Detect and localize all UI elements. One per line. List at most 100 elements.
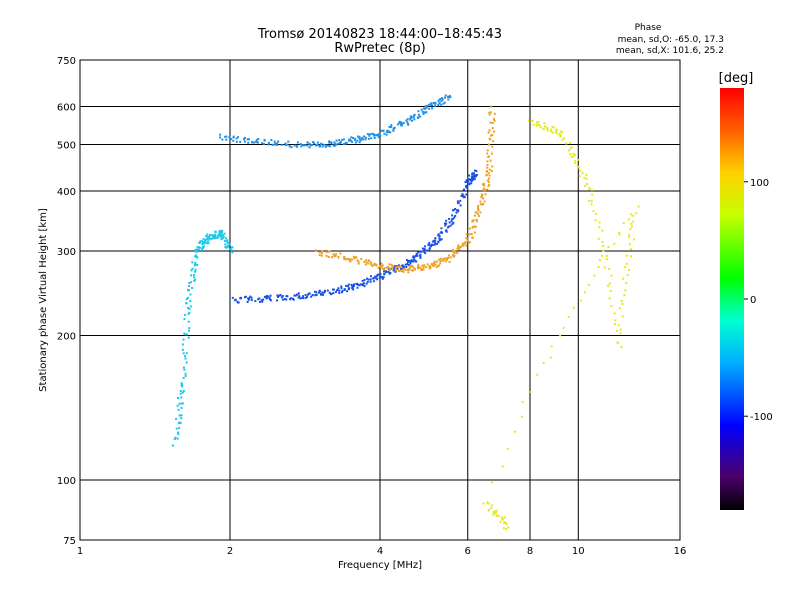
data-point	[177, 396, 180, 399]
data-point	[256, 141, 259, 144]
data-point	[461, 242, 464, 245]
data-point	[412, 116, 415, 119]
data-point	[382, 267, 385, 270]
data-point	[404, 268, 407, 271]
data-point	[381, 264, 384, 267]
data-point	[419, 255, 422, 258]
data-point	[334, 253, 337, 256]
data-point	[396, 123, 399, 126]
data-point	[406, 268, 409, 271]
data-point	[411, 119, 414, 122]
data-point	[343, 257, 346, 260]
data-point	[432, 264, 435, 267]
data-point	[451, 214, 454, 217]
y-tick-label: 100	[57, 476, 76, 487]
data-point	[453, 254, 456, 257]
data-point	[635, 212, 638, 215]
data-point	[436, 260, 439, 263]
data-point	[240, 297, 243, 300]
data-point	[214, 235, 217, 238]
data-point	[472, 178, 475, 181]
data-point	[457, 202, 460, 205]
data-point	[435, 266, 438, 269]
data-point	[281, 295, 284, 298]
data-point	[359, 283, 362, 286]
data-point	[372, 132, 375, 135]
data-point	[242, 138, 245, 141]
data-point	[444, 257, 447, 260]
data-point	[471, 173, 474, 176]
data-point	[334, 142, 337, 145]
data-point	[486, 188, 489, 191]
data-point	[486, 164, 489, 167]
data-point	[226, 245, 229, 248]
data-point	[208, 235, 211, 238]
data-point	[590, 203, 593, 206]
data-point	[321, 293, 324, 296]
data-point	[409, 261, 412, 264]
data-point	[408, 268, 411, 271]
data-point	[341, 138, 344, 141]
data-point	[613, 242, 616, 245]
data-point	[479, 200, 482, 203]
data-point	[387, 265, 390, 268]
data-point	[491, 134, 494, 137]
data-point	[184, 372, 187, 375]
data-point	[481, 183, 484, 186]
colorbar-label: [deg]	[719, 71, 754, 86]
data-point	[337, 287, 340, 290]
data-point	[378, 265, 381, 268]
data-point	[377, 266, 380, 269]
data-point	[579, 169, 582, 172]
data-point	[488, 137, 491, 140]
data-point	[223, 232, 226, 235]
data-point	[620, 300, 623, 303]
data-point	[554, 129, 557, 132]
data-point	[455, 209, 458, 212]
data-point	[243, 136, 246, 139]
data-point	[201, 242, 204, 245]
data-point	[476, 212, 479, 215]
data-point	[177, 431, 180, 434]
data-point	[197, 248, 200, 251]
data-point	[342, 143, 345, 146]
data-point	[583, 176, 586, 179]
data-point	[267, 141, 270, 144]
data-point	[254, 140, 257, 143]
data-point	[497, 515, 500, 518]
data-point	[471, 226, 474, 229]
data-point	[385, 266, 388, 269]
data-point	[454, 214, 457, 217]
data-point	[585, 177, 588, 180]
data-point	[388, 272, 391, 275]
data-point	[609, 289, 612, 292]
data-point	[482, 182, 485, 185]
data-point	[503, 522, 506, 525]
data-point	[221, 234, 224, 237]
data-point	[305, 296, 308, 299]
data-point	[335, 143, 338, 146]
y-tick-label: 400	[57, 187, 76, 198]
data-point	[344, 142, 347, 145]
data-point	[232, 139, 235, 142]
grid-lines	[79, 59, 681, 541]
data-point	[334, 290, 337, 293]
data-point	[260, 299, 263, 302]
y-axis-label: Stationary phase Virtual Height [km]	[38, 208, 49, 392]
data-point	[401, 122, 404, 125]
data-point	[217, 236, 220, 239]
data-point	[479, 211, 482, 214]
data-point	[205, 238, 208, 241]
data-point	[431, 104, 434, 107]
data-point	[613, 312, 616, 315]
data-point	[406, 121, 409, 124]
data-point	[402, 268, 405, 271]
data-point	[430, 245, 433, 248]
data-point	[181, 385, 184, 388]
data-point	[389, 267, 392, 270]
data-point	[420, 250, 423, 253]
data-point	[391, 266, 394, 269]
data-point	[290, 297, 293, 300]
data-point	[373, 262, 376, 265]
data-point	[352, 255, 355, 258]
